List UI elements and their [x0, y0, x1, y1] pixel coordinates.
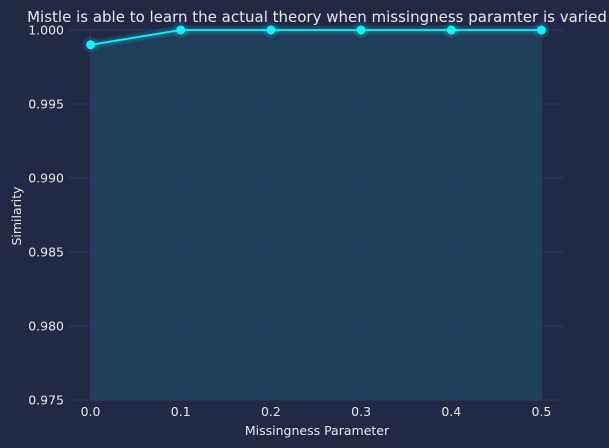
x-axis-title: Missingness Parameter — [245, 423, 390, 438]
x-tick-label-0: 0.0 — [81, 404, 101, 419]
data-point-2 — [266, 25, 276, 35]
y-tick-label-0: 0.975 — [28, 393, 64, 408]
x-tick-label-4: 0.4 — [441, 404, 461, 419]
data-point-5 — [536, 25, 546, 35]
series-line — [90, 29, 542, 46]
plot-area — [68, 22, 564, 401]
data-point-1 — [176, 25, 186, 35]
y-tick-label-3: 0.990 — [28, 171, 64, 186]
y-tick-label-5: 1.000 — [28, 23, 64, 38]
x-axis-ticks: 0.0 0.1 0.2 0.3 0.4 0.5 — [81, 404, 552, 419]
data-points — [82, 22, 550, 53]
data-point-3 — [356, 25, 366, 35]
y-axis-ticks: 0.975 0.980 0.985 0.990 0.995 1.000 — [28, 23, 64, 408]
x-tick-label-3: 0.3 — [351, 404, 371, 419]
area-fill — [90, 30, 542, 400]
y-axis-title: Similarity — [9, 186, 24, 246]
data-point-0 — [86, 40, 96, 50]
data-point-4 — [446, 25, 456, 35]
x-tick-label-1: 0.1 — [171, 404, 191, 419]
y-tick-label-1: 0.980 — [28, 319, 64, 334]
chart-title: Mistle is able to learn the actual theor… — [27, 8, 607, 26]
x-tick-label-5: 0.5 — [532, 404, 552, 419]
y-tick-label-2: 0.985 — [28, 245, 64, 260]
y-tick-label-4: 0.995 — [28, 97, 64, 112]
x-tick-label-2: 0.2 — [261, 404, 281, 419]
